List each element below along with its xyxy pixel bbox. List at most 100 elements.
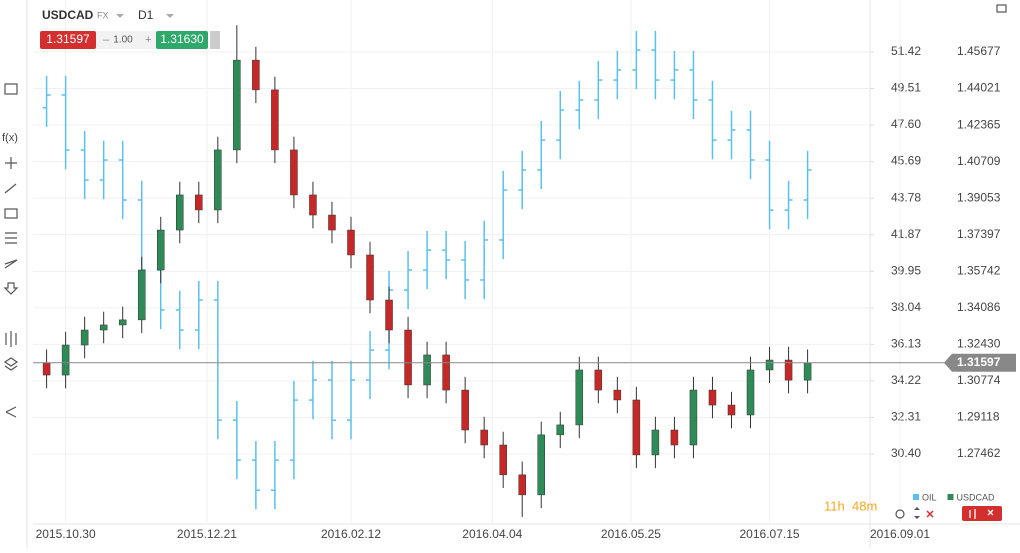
y-tick-label: 36.13 (891, 337, 921, 351)
icon-eye[interactable] (895, 509, 905, 519)
candle-body (80, 329, 89, 346)
buy-button[interactable] (156, 31, 208, 49)
icon-share[interactable] (5, 406, 17, 418)
candle-body (556, 424, 565, 436)
candle-body (613, 389, 622, 401)
legend-label: USDCAD (957, 492, 996, 502)
y2-tick-label: 1.44021 (957, 81, 1001, 95)
icon-arrow[interactable] (3, 282, 19, 295)
icon-fib[interactable] (5, 232, 17, 244)
icon-channel[interactable] (4, 259, 18, 269)
y2-tick-label: 1.39053 (957, 190, 1001, 204)
price-tag (944, 353, 1016, 372)
legend-swatch (947, 494, 954, 500)
candle-body (271, 89, 279, 151)
y2-tick-label: 1.42365 (957, 117, 1001, 131)
candle-body (366, 254, 374, 301)
y2-tick-label: 1.29118 (957, 410, 1000, 424)
timer-hours: 11h (824, 498, 845, 513)
x-tick-label: 2016.05.25 (601, 527, 661, 541)
dropdown[interactable] (166, 14, 174, 18)
icon-close[interactable] (926, 510, 934, 518)
y2-tick-label: 1.30774 (957, 373, 1001, 387)
candle-body (803, 362, 812, 381)
y2-tick-label: 1.34086 (957, 300, 1001, 314)
candle-body (784, 359, 793, 381)
candle-body (518, 474, 526, 496)
candle-body (708, 389, 717, 406)
series-badge[interactable] (962, 506, 1002, 521)
candle-body (99, 324, 108, 331)
expand[interactable] (210, 31, 220, 49)
icon-layers[interactable] (3, 357, 19, 371)
current-price-label: 1.31597 (957, 355, 1001, 369)
timer-minutes: 48m (852, 498, 877, 513)
x-tick-label: 2015.10.30 (36, 527, 96, 541)
spread[interactable]: 1.00 (113, 35, 133, 46)
icon-sort[interactable] (914, 507, 920, 519)
badge-icons (969, 509, 994, 519)
candle-body (632, 399, 641, 456)
y-tick-label: 32.31 (891, 410, 921, 424)
icon-settings[interactable] (996, 4, 1007, 13)
candle-body (765, 359, 774, 371)
y2-tick-label: 1.45677 (957, 44, 1001, 58)
y2-tick-label: 1.37397 (957, 227, 1001, 241)
candle-body (61, 344, 70, 376)
x-tick-label: 2016.04.04 (462, 527, 522, 541)
candle-body (137, 269, 146, 321)
y-tick-label: 30.40 (891, 446, 921, 460)
y-tick-label: 47.60 (891, 117, 921, 131)
plus[interactable]: + (145, 34, 151, 46)
candle-body (537, 434, 545, 496)
bid[interactable]: 1.31597 (46, 32, 90, 46)
candle-body (423, 354, 431, 386)
y2-tick-label: 1.40709 (957, 154, 1001, 168)
legend-swatch (913, 494, 919, 500)
market: FX (97, 10, 109, 20)
candle-body (309, 194, 317, 216)
legend-label: OIL (922, 492, 937, 502)
sell-button[interactable] (40, 31, 96, 49)
icon-rect[interactable] (4, 208, 18, 219)
candle-body (176, 194, 184, 231)
candle-body (42, 362, 51, 376)
candle-body (233, 59, 241, 151)
candle-body (499, 444, 507, 476)
spread-box (96, 31, 156, 49)
icon-trendline[interactable] (4, 183, 17, 194)
y-tick-label: 51.42 (891, 44, 921, 58)
dropdown[interactable] (116, 14, 124, 18)
candle-body (727, 404, 736, 416)
timeframe[interactable]: D1 (138, 8, 154, 22)
y-tick-label: 45.69 (891, 154, 921, 168)
candle-body (156, 229, 165, 271)
candle-body (328, 214, 336, 231)
candle-body (575, 369, 584, 426)
y-tick-label: 38.04 (891, 300, 921, 314)
candle-body (347, 229, 355, 256)
y2-tick-label: 1.35742 (957, 263, 1001, 277)
x-tick-label: 2016.02.12 (321, 527, 381, 541)
icon-chart-type[interactable] (5, 331, 17, 347)
candle-body (746, 369, 755, 416)
symbol[interactable]: USDCAD (42, 8, 94, 22)
icon-crosshair[interactable] (5, 157, 17, 169)
candle-body (385, 299, 393, 331)
toolbar: f(x) (2, 4, 1007, 418)
ask[interactable]: 1.31630 (160, 32, 204, 46)
candle-body (404, 329, 412, 386)
minus[interactable]: – (103, 34, 110, 46)
y-tick-label: 49.51 (891, 81, 921, 95)
y-tick-label: 41.87 (891, 227, 921, 241)
candle-body (252, 59, 260, 91)
candle-body (670, 429, 679, 446)
x-tick-label: 2016.07.15 (740, 527, 800, 541)
candle-body (689, 389, 698, 446)
icon-window[interactable] (4, 83, 18, 95)
y-tick-label: 43.78 (891, 190, 921, 204)
y-tick-label: 39.95 (891, 264, 921, 278)
icon-fx[interactable]: f(x) (2, 132, 18, 144)
